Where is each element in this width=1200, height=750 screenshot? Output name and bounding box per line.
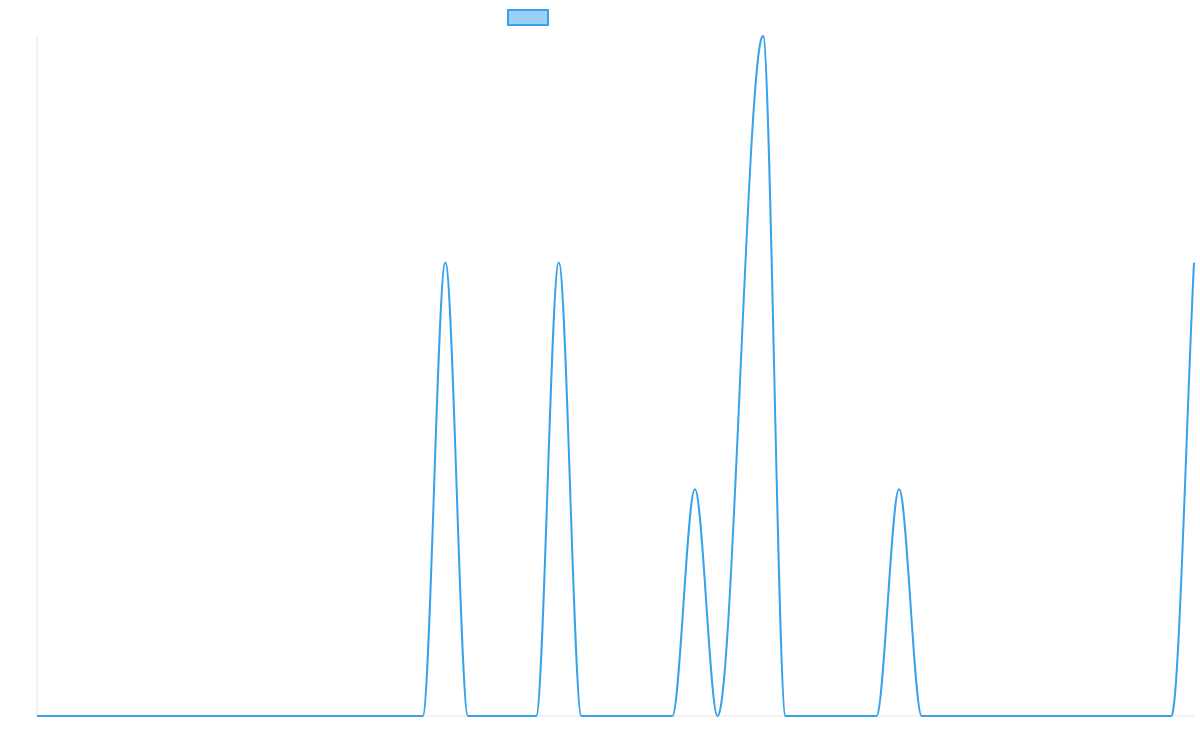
series-line [37, 35, 1195, 718]
axes [36, 36, 1194, 717]
series-layer [37, 35, 1195, 718]
legend-swatch[interactable] [507, 9, 549, 26]
legend[interactable] [507, 9, 549, 26]
